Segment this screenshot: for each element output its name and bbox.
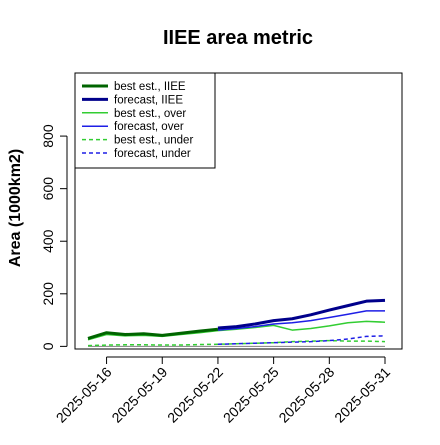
series-line-1 xyxy=(217,298,386,330)
y-tick-label: 0 xyxy=(40,342,56,350)
series-line-0 xyxy=(87,327,219,340)
x-tick-label: 2025-05-16 xyxy=(53,364,115,426)
legend-box xyxy=(74,72,216,169)
series-layer xyxy=(87,298,386,347)
chart-title: IIEE area metric xyxy=(163,27,313,49)
series-line-4 xyxy=(87,339,386,347)
y-tick-label: 800 xyxy=(40,124,56,148)
legend-label-3: forecast, over xyxy=(114,121,184,133)
x-tick-label: 2025-05-28 xyxy=(275,364,337,426)
y-tick-label: 400 xyxy=(40,229,56,253)
y-axis: 0 200 400 600 800 xyxy=(40,124,68,350)
x-tick-label: 2025-05-25 xyxy=(220,364,282,426)
x-tick-label: 2025-05-22 xyxy=(164,364,226,426)
x-tick-label: 2025-05-19 xyxy=(108,364,170,426)
x-tick-label: 2025-05-31 xyxy=(331,364,393,426)
y-tick-label: 200 xyxy=(40,282,56,306)
x-axis: 2025-05-162025-05-192025-05-222025-05-25… xyxy=(53,356,393,426)
series-line-2 xyxy=(87,320,386,341)
legend-label-1: forecast, IIEE xyxy=(114,94,183,106)
legend-label-0: best est., IIEE xyxy=(114,81,186,93)
plot-frame xyxy=(74,72,403,350)
y-axis-label: Area (1000km2) xyxy=(7,149,24,267)
legend-label-5: forecast, under xyxy=(114,148,191,160)
series-line-3 xyxy=(217,310,385,331)
legend-label-4: best est., under xyxy=(114,135,193,147)
legend-label-2: best est., over xyxy=(114,108,186,120)
y-tick-label: 600 xyxy=(40,177,56,201)
